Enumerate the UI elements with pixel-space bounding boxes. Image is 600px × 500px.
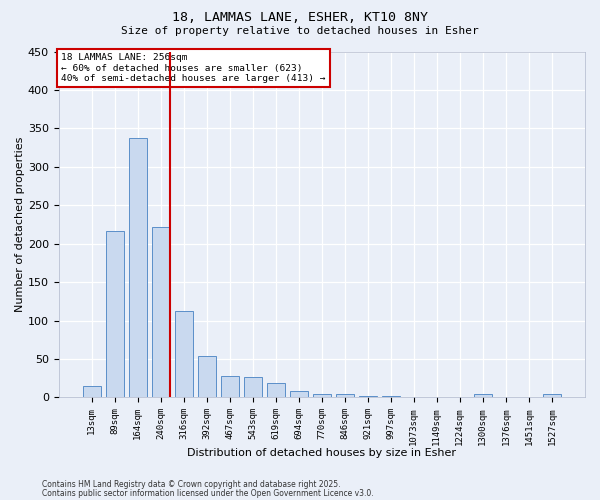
Bar [359, 396, 377, 398]
Y-axis label: Number of detached properties: Number of detached properties [15, 136, 25, 312]
Bar [106, 232, 124, 398]
Bar [451, 396, 469, 398]
Bar [404, 396, 423, 398]
Text: Contains HM Land Registry data © Crown copyright and database right 2025.: Contains HM Land Registry data © Crown c… [42, 480, 341, 489]
Bar [197, 356, 216, 398]
Bar [335, 394, 354, 398]
Bar [542, 394, 561, 398]
Bar [128, 138, 147, 398]
Text: Contains public sector information licensed under the Open Government Licence v3: Contains public sector information licen… [42, 488, 374, 498]
Bar [152, 226, 170, 398]
Bar [313, 394, 331, 398]
Bar [266, 383, 285, 398]
Bar [520, 396, 538, 398]
X-axis label: Distribution of detached houses by size in Esher: Distribution of detached houses by size … [187, 448, 457, 458]
Bar [428, 396, 446, 398]
Bar [382, 396, 400, 398]
Bar [497, 396, 515, 398]
Bar [473, 394, 492, 398]
Bar [244, 378, 262, 398]
Bar [83, 386, 101, 398]
Text: 18 LAMMAS LANE: 256sqm
← 60% of detached houses are smaller (623)
40% of semi-de: 18 LAMMAS LANE: 256sqm ← 60% of detached… [61, 53, 326, 83]
Bar [221, 376, 239, 398]
Text: Size of property relative to detached houses in Esher: Size of property relative to detached ho… [121, 26, 479, 36]
Bar [290, 391, 308, 398]
Text: 18, LAMMAS LANE, ESHER, KT10 8NY: 18, LAMMAS LANE, ESHER, KT10 8NY [172, 11, 428, 24]
Bar [175, 312, 193, 398]
